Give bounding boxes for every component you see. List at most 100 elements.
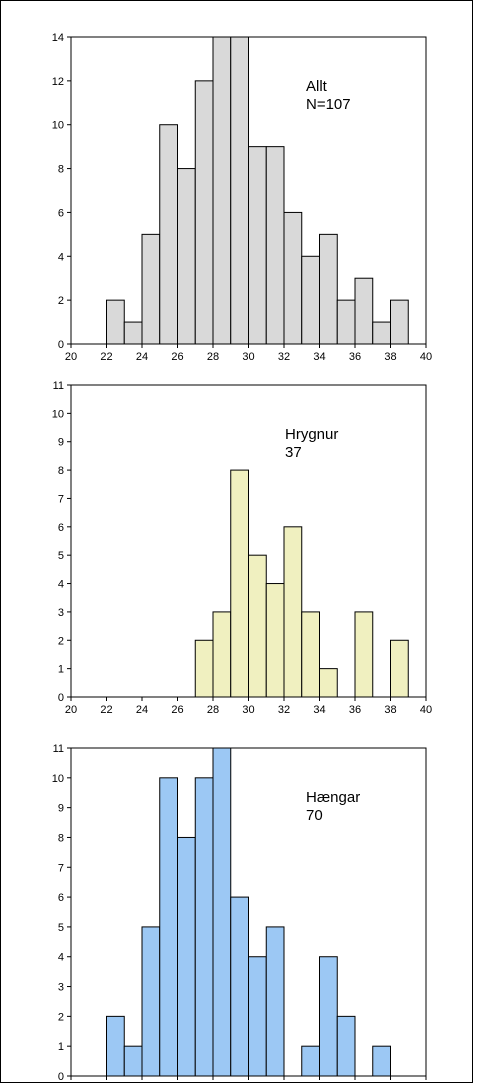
y-tick-label: 7 xyxy=(58,862,64,874)
histogram-bar xyxy=(212,36,232,345)
y-tick-label: 0 xyxy=(58,692,64,704)
y-tick-label: 14 xyxy=(52,32,64,44)
y-tick-label: 5 xyxy=(58,922,64,934)
y-tick-label: 12 xyxy=(52,76,64,88)
histogram-bar xyxy=(248,146,267,345)
y-tick-label: 3 xyxy=(58,982,64,994)
y-tick-label: 4 xyxy=(58,251,64,263)
histogram-bar xyxy=(177,836,196,1077)
y-tick-label: 8 xyxy=(58,465,64,477)
plot-border xyxy=(70,36,427,345)
x-tick-label: 40 xyxy=(420,351,432,363)
histogram-bar xyxy=(336,1015,356,1077)
bars xyxy=(106,747,391,1077)
x-tick-label: 22 xyxy=(100,704,112,716)
y-tick-label: 1 xyxy=(58,1041,64,1053)
annotation-label: Hængar xyxy=(306,789,360,806)
y-tick-label: 10 xyxy=(52,773,64,785)
histogram-bar xyxy=(106,1015,125,1077)
histogram-bar xyxy=(265,926,285,1077)
histogram-bar xyxy=(390,639,409,698)
histogram-bar xyxy=(319,668,338,698)
histogram-bar xyxy=(301,255,320,345)
x-tick-label: 20 xyxy=(65,704,77,716)
histogram-bar xyxy=(212,611,232,698)
x-tick-label: 20 xyxy=(65,351,77,363)
y-tick-label: 10 xyxy=(52,408,64,420)
x-tick-label: 40 xyxy=(420,704,432,716)
annotation-count: N=107 xyxy=(306,96,351,113)
x-tick-label: 32 xyxy=(278,351,290,363)
histogram-bar xyxy=(301,1045,320,1077)
bars xyxy=(106,36,409,345)
bars xyxy=(194,469,409,698)
histogram-bar xyxy=(212,747,232,1077)
y-tick-label: 7 xyxy=(58,493,64,505)
x-tick-label: 36 xyxy=(349,704,361,716)
y-tick-label: 5 xyxy=(58,550,64,562)
histogram-bar xyxy=(319,956,338,1077)
x-axis: 20 22 24 26 28 30 32 34 36 38 40 xyxy=(65,344,432,363)
annotation-count: 70 xyxy=(306,807,323,824)
x-tick-label: 30 xyxy=(242,704,254,716)
histogram-bar xyxy=(372,321,391,345)
x-axis: 20 22 24 26 28 30 32 34 36 38 40 xyxy=(65,697,432,716)
histogram-bar xyxy=(159,124,178,345)
x-tick-label: 32 xyxy=(278,704,290,716)
y-tick-label: 2 xyxy=(58,295,64,307)
y-tick-label: 8 xyxy=(58,832,64,844)
plot-border xyxy=(70,747,427,1077)
annotation-count: 37 xyxy=(285,444,302,461)
x-tick-label: 34 xyxy=(313,351,325,363)
histogram-bar xyxy=(123,1045,143,1077)
histogram-bar xyxy=(390,299,409,345)
y-tick-label: 9 xyxy=(58,803,64,815)
histogram-bar xyxy=(106,299,125,345)
x-tick-label: 30 xyxy=(242,351,254,363)
x-tick-label: 38 xyxy=(384,704,396,716)
histogram-bar xyxy=(230,36,249,345)
x-tick-label: 28 xyxy=(207,351,219,363)
y-tick-label: 4 xyxy=(58,579,64,591)
y-axis: 0 1 2 3 4 5 6 7 8 9 10 11 xyxy=(52,743,71,1083)
histogram-bar xyxy=(248,956,267,1077)
histogram-bar xyxy=(194,777,214,1077)
x-tick-label: 24 xyxy=(136,704,148,716)
histogram-bar xyxy=(354,277,374,345)
histogram-bar xyxy=(141,926,161,1077)
y-tick-label: 6 xyxy=(58,892,64,904)
y-tick-label: 9 xyxy=(58,437,64,449)
histogram-bar xyxy=(141,233,161,345)
histogram-bar xyxy=(265,146,285,345)
y-tick-label: 4 xyxy=(58,952,64,964)
histogram-bar xyxy=(283,526,303,698)
y-tick-label: 2 xyxy=(58,1011,64,1023)
histogram-bar xyxy=(354,611,374,698)
y-axis: 0 1 2 3 4 5 6 7 8 9 10 11 xyxy=(52,380,71,704)
histogram-bar xyxy=(248,554,267,698)
histogram-bar xyxy=(159,777,178,1077)
x-tick-label: 34 xyxy=(313,704,325,716)
x-tick-label: 22 xyxy=(100,351,112,363)
histogram-bar xyxy=(194,80,214,345)
histogram-bar xyxy=(230,469,249,698)
y-tick-label: 0 xyxy=(58,1071,64,1083)
plot-border xyxy=(70,384,427,698)
histogram-bar xyxy=(230,896,249,1077)
y-tick-label: 2 xyxy=(58,635,64,647)
annotation-label: Hrygnur xyxy=(285,426,338,443)
y-tick-label: 10 xyxy=(52,120,64,132)
x-tick-label: 24 xyxy=(136,351,148,363)
histogram-bar xyxy=(336,299,356,345)
y-tick-label: 1 xyxy=(58,664,64,676)
y-tick-label: 11 xyxy=(53,743,64,755)
x-tick-label: 26 xyxy=(171,351,183,363)
x-tick-label: 38 xyxy=(384,351,396,363)
histogram-bar xyxy=(301,611,320,698)
histogram-bar xyxy=(265,583,285,698)
